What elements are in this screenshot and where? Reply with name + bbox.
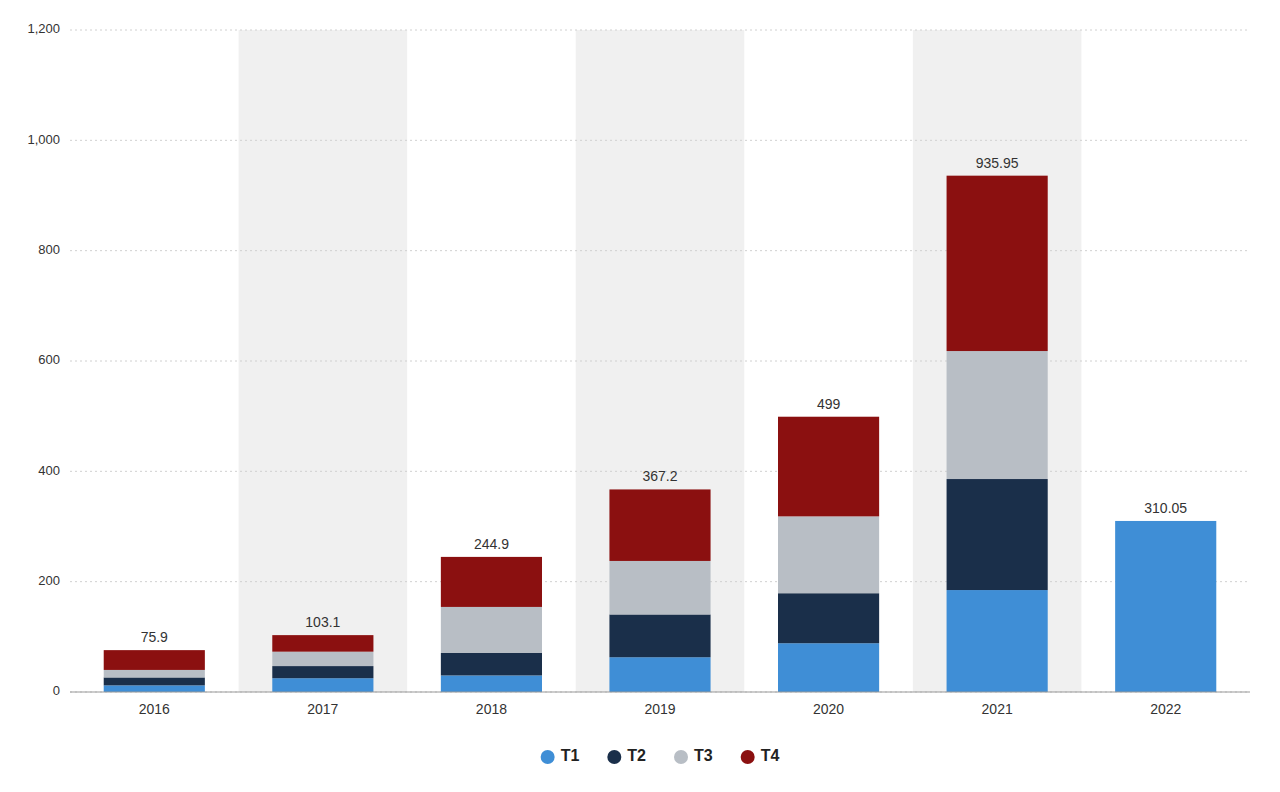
x-tick-label: 2019 <box>644 701 675 717</box>
grid-line <box>70 140 1250 141</box>
bar-segment <box>1115 520 1216 521</box>
legend: T1 T2 T3 T4 <box>541 747 780 764</box>
total-label: 103.1 <box>305 614 340 630</box>
bar-segment <box>441 607 542 653</box>
y-tick-label: 200 <box>38 573 60 588</box>
bar-segment <box>778 593 879 643</box>
legend-marker <box>607 750 621 764</box>
x-tick-label: 2021 <box>982 701 1013 717</box>
grid-line <box>70 692 1250 693</box>
y-tick-label: 400 <box>38 463 60 478</box>
y-tick-label: 1,200 <box>27 21 60 36</box>
legend-marker <box>674 750 688 764</box>
x-tick-label: 2020 <box>813 701 844 717</box>
bar-segment <box>272 635 373 652</box>
x-tick-label: 2018 <box>476 701 507 717</box>
bar-segment <box>1115 520 1216 521</box>
y-tick-label: 600 <box>38 352 60 367</box>
background <box>0 0 1280 792</box>
bar-segment <box>1115 521 1216 692</box>
x-axis: 2016 2017 2018 2019 2020 2021 2022 <box>70 692 1250 717</box>
y-tick-label: 0 <box>53 683 60 698</box>
legend-label: T1 <box>561 747 580 764</box>
y-axis: 0 200 400 600 800 1,000 1,200 <box>27 21 1250 698</box>
x-tick-label: 2016 <box>139 701 170 717</box>
x-axis-line <box>70 692 1250 693</box>
series-t2 <box>104 479 1048 685</box>
x-tick-label: 2022 <box>1150 701 1181 717</box>
bar-segment <box>104 650 205 670</box>
total-label: 367.2 <box>642 468 677 484</box>
bar-segment <box>609 657 710 692</box>
grid-line <box>70 361 1250 362</box>
bar-segment <box>778 643 879 692</box>
total-label: 244.9 <box>474 536 509 552</box>
legend-label: T4 <box>761 747 780 764</box>
bar-segment <box>272 678 373 692</box>
total-label: 499 <box>817 396 841 412</box>
legend-label: T2 <box>627 747 646 764</box>
bar-segment <box>778 417 879 517</box>
bar-segment <box>947 590 1048 692</box>
bars <box>104 176 1217 692</box>
bar-segment <box>104 677 205 685</box>
bar-segment <box>609 561 710 615</box>
legend-marker <box>541 750 555 764</box>
legend-marker <box>741 750 755 764</box>
bar-segment <box>947 176 1048 351</box>
legend-item: T4 <box>741 747 780 764</box>
bar-segment <box>441 653 542 675</box>
bar-segment <box>609 614 710 657</box>
bar-segment <box>947 351 1048 479</box>
bar-segment <box>1115 520 1216 521</box>
grid-line <box>70 30 1250 31</box>
bar-segment <box>609 489 710 561</box>
bar-segment <box>441 675 542 692</box>
chart-container: 0 200 400 600 800 1,000 1,200 75.9 103.1 244.9 367… <box>0 0 1280 792</box>
total-label: 935.95 <box>976 155 1019 171</box>
bar-segment <box>272 666 373 678</box>
bar-segment <box>272 652 373 666</box>
x-tick-label: 2017 <box>307 701 338 717</box>
legend-item: T2 <box>607 747 646 764</box>
total-label: 75.9 <box>141 629 168 645</box>
y-tick-label: 1,000 <box>27 132 60 147</box>
total-labels: 75.9 103.1 244.9 367.2 499 935.95 310.05 <box>141 155 1188 645</box>
bar-segment <box>104 670 205 678</box>
series-t3 <box>104 351 1048 677</box>
bar-segment <box>778 516 879 593</box>
total-label: 310.05 <box>1144 500 1187 516</box>
chart: 0 200 400 600 800 1,000 1,200 75.9 103.1 244.9 367… <box>0 0 1280 792</box>
series-t4 <box>104 176 1048 670</box>
legend-item: T1 <box>541 747 580 764</box>
bar-segment <box>441 557 542 607</box>
bar-segment <box>104 685 205 692</box>
legend-item: T3 <box>674 747 713 764</box>
grid-line <box>70 250 1250 251</box>
y-tick-label: 800 <box>38 242 60 257</box>
bar-segment <box>947 479 1048 590</box>
legend-label: T3 <box>694 747 713 764</box>
